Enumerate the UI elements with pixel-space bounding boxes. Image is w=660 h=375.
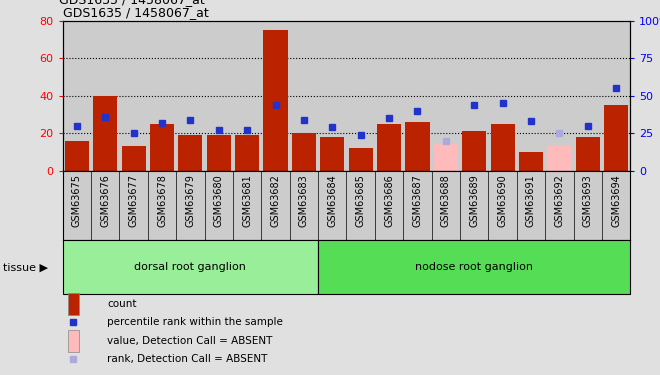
Bar xyxy=(263,30,288,171)
Bar xyxy=(176,171,205,240)
Bar xyxy=(290,171,318,240)
Bar xyxy=(405,122,430,171)
Text: tissue ▶: tissue ▶ xyxy=(3,262,48,272)
Text: GSM63684: GSM63684 xyxy=(327,174,337,227)
Bar xyxy=(375,171,403,240)
Bar xyxy=(261,171,290,240)
Text: GSM63682: GSM63682 xyxy=(271,174,280,227)
Text: GSM63692: GSM63692 xyxy=(554,174,564,227)
Bar xyxy=(604,105,628,171)
Bar xyxy=(207,135,231,171)
Text: GSM63694: GSM63694 xyxy=(611,174,621,227)
Bar xyxy=(292,133,316,171)
Text: GSM63685: GSM63685 xyxy=(356,174,366,227)
Text: GDS1635 / 1458067_at: GDS1635 / 1458067_at xyxy=(59,0,205,6)
Bar xyxy=(377,124,401,171)
Bar xyxy=(547,146,572,171)
Bar xyxy=(205,21,233,171)
Bar xyxy=(602,171,630,240)
Bar xyxy=(233,21,261,171)
Bar xyxy=(519,152,543,171)
Text: GSM63683: GSM63683 xyxy=(299,174,309,227)
Bar xyxy=(490,124,515,171)
Bar xyxy=(403,171,432,240)
Text: count: count xyxy=(107,299,137,309)
Bar xyxy=(488,21,517,171)
Text: GSM63681: GSM63681 xyxy=(242,174,252,227)
Bar xyxy=(348,148,373,171)
Bar xyxy=(517,171,545,240)
Bar xyxy=(320,137,345,171)
Text: GSM63686: GSM63686 xyxy=(384,174,394,227)
Bar xyxy=(432,21,460,171)
Bar xyxy=(69,330,79,351)
Text: GSM63677: GSM63677 xyxy=(129,174,139,227)
FancyBboxPatch shape xyxy=(63,240,318,294)
Bar xyxy=(290,21,318,171)
Text: percentile rank within the sample: percentile rank within the sample xyxy=(107,317,283,327)
Bar xyxy=(65,141,89,171)
Bar xyxy=(432,171,460,240)
Bar xyxy=(576,137,600,171)
Bar xyxy=(261,21,290,171)
Text: GSM63678: GSM63678 xyxy=(157,174,167,227)
Bar xyxy=(233,171,261,240)
Bar xyxy=(460,21,488,171)
Text: GSM63689: GSM63689 xyxy=(469,174,479,227)
FancyBboxPatch shape xyxy=(318,240,630,294)
Text: dorsal root ganglion: dorsal root ganglion xyxy=(135,262,246,272)
Bar xyxy=(434,144,458,171)
Bar xyxy=(574,21,602,171)
Bar xyxy=(205,171,233,240)
Bar xyxy=(574,171,602,240)
Text: GDS1635 / 1458067_at: GDS1635 / 1458067_at xyxy=(63,6,209,20)
Text: GSM63693: GSM63693 xyxy=(583,174,593,227)
Text: GSM63676: GSM63676 xyxy=(100,174,110,227)
Bar xyxy=(93,96,117,171)
Bar xyxy=(545,21,574,171)
Text: value, Detection Call = ABSENT: value, Detection Call = ABSENT xyxy=(107,336,273,345)
Text: rank, Detection Call = ABSENT: rank, Detection Call = ABSENT xyxy=(107,354,267,364)
Bar xyxy=(150,124,174,171)
Bar xyxy=(517,21,545,171)
Bar xyxy=(346,171,375,240)
Bar xyxy=(545,171,574,240)
Bar xyxy=(69,293,79,315)
Bar xyxy=(318,21,346,171)
Text: GSM63690: GSM63690 xyxy=(498,174,508,227)
Bar xyxy=(91,171,119,240)
Text: GSM63680: GSM63680 xyxy=(214,174,224,227)
Text: GSM63679: GSM63679 xyxy=(185,174,195,227)
Bar xyxy=(235,135,259,171)
Bar xyxy=(178,135,203,171)
Bar xyxy=(121,146,146,171)
Bar xyxy=(346,21,375,171)
Bar xyxy=(403,21,432,171)
Text: GSM63687: GSM63687 xyxy=(412,174,422,227)
Bar xyxy=(460,171,488,240)
Bar xyxy=(119,171,148,240)
Text: GSM63688: GSM63688 xyxy=(441,174,451,227)
Bar xyxy=(488,171,517,240)
Text: GSM63675: GSM63675 xyxy=(72,174,82,227)
Bar xyxy=(63,171,91,240)
Bar xyxy=(176,21,205,171)
Text: GSM63691: GSM63691 xyxy=(526,174,536,227)
Bar xyxy=(318,171,346,240)
Bar xyxy=(148,171,176,240)
Text: nodose root ganglion: nodose root ganglion xyxy=(415,262,533,272)
Bar xyxy=(462,131,486,171)
Bar xyxy=(148,21,176,171)
Bar xyxy=(375,21,403,171)
Bar xyxy=(63,21,91,171)
Bar xyxy=(91,21,119,171)
Bar xyxy=(602,21,630,171)
Bar xyxy=(119,21,148,171)
